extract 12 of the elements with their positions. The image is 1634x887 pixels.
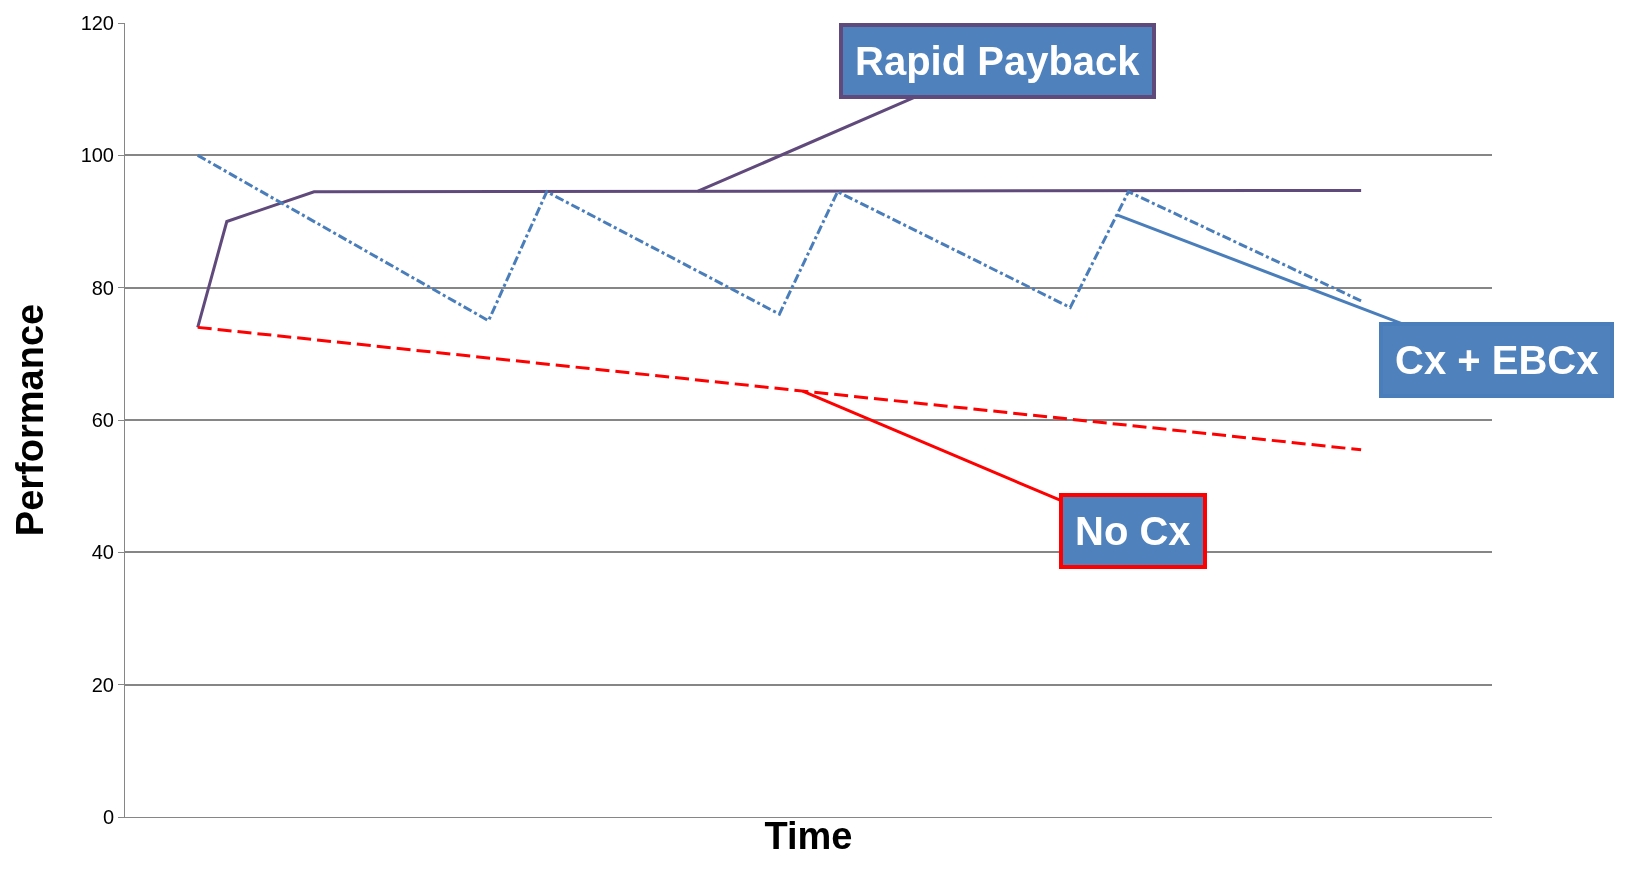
y-axis-title: Performance	[8, 303, 51, 537]
y-tick-label: 60	[91, 409, 114, 431]
y-tick-label: 120	[80, 12, 114, 34]
y-tick-label: 40	[91, 541, 114, 564]
series-label: No Cx	[1075, 509, 1191, 553]
series-label: Cx + EBCx	[1395, 338, 1599, 382]
y-tick-label: 0	[102, 806, 114, 828]
y-tick-label: 80	[91, 276, 114, 299]
x-axis-title: Time	[764, 815, 853, 858]
y-tick-label: 100	[80, 144, 114, 167]
text: Rapid Payback	[855, 39, 1141, 83]
y-tick-label: 20	[91, 673, 114, 696]
